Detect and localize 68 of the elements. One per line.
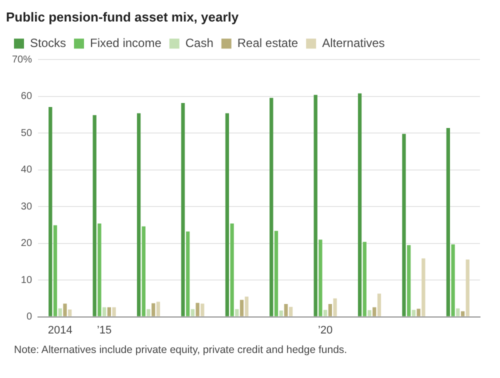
bar [279,310,283,316]
y-tick-label: 50 [20,128,32,139]
bar [368,310,372,316]
legend-label: Alternatives [322,36,385,50]
bar [146,309,150,316]
bar [200,304,204,316]
bar [402,134,406,316]
y-tick-label: 0 [26,312,32,323]
bar [186,232,190,316]
bar [63,304,67,316]
legend-label: Real estate [237,36,298,50]
bar [358,93,362,316]
bar [136,113,141,316]
bar [407,245,411,316]
bar [244,296,248,316]
bar [142,226,146,316]
bar [466,259,470,316]
bar [451,244,455,316]
bar [372,307,376,316]
bar [377,294,382,316]
bar [314,94,318,316]
bar [456,308,460,316]
bar [196,302,200,316]
bar [422,258,426,316]
bar [416,308,420,316]
bar [92,115,96,316]
legend-label: Stocks [30,36,66,50]
bar [362,242,366,316]
y-tick-label: 60 [20,91,32,102]
y-tick-label: 70% [12,54,32,66]
bar [240,300,244,316]
bar [289,306,293,316]
bar [270,98,274,316]
y-tick-label: 30 [20,201,32,212]
chart-title: Public pension-fund asset mix, yearly [6,9,240,24]
bar [53,225,58,316]
bar [156,302,160,316]
x-tick-label: ’15 [96,324,112,336]
y-tick-label: 40 [20,164,32,176]
bar [235,309,239,316]
text: Note: Alternatives include private equity, private credit and hedge funds. [14,343,348,357]
bar [102,307,106,316]
bar [412,310,416,316]
bar [152,303,156,316]
bar [68,309,72,316]
y-tick-label: 20 [20,238,32,250]
bar [274,230,278,316]
bar [284,304,288,316]
bar [323,310,328,316]
bar [48,107,52,316]
bar [230,223,234,316]
bar [112,307,116,316]
x-tick-label: ’20 [318,324,333,336]
bar [446,128,450,316]
bar [328,304,332,316]
x-tick-label: 2014 [48,324,72,336]
bar [225,113,230,316]
bar [190,309,195,316]
bar [58,308,62,316]
bar [107,307,111,316]
bar [333,298,337,316]
legend-label: Cash [185,36,214,50]
bar [318,240,322,316]
bar [181,102,185,316]
legend-label: Fixed income [90,36,162,50]
y-tick-label: 10 [20,274,32,286]
bar [460,311,465,316]
bar [98,223,102,316]
